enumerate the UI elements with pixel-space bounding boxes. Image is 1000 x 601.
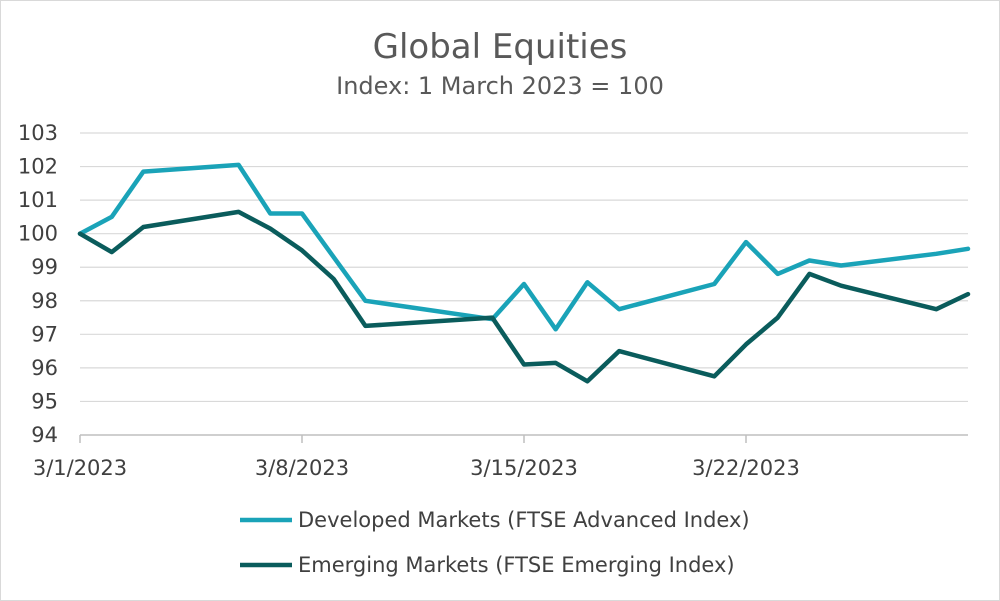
y-axis: 94 95 96 97 98 99 100 101 102 103 (18, 121, 58, 447)
legend-label: Developed Markets (FTSE Advanced Index) (298, 508, 750, 532)
y-tick-label: 99 (31, 255, 58, 279)
x-tick-label: 3/1/2023 (33, 456, 127, 480)
y-tick-label: 96 (31, 356, 58, 380)
series-line-developed-markets (77, 162, 971, 332)
legend: Developed Markets (FTSE Advanced Index) E… (240, 508, 750, 577)
x-tick-label: 3/8/2023 (255, 456, 349, 480)
x-axis: 3/1/2023 3/8/2023 3/15/2023 3/22/2023 (33, 434, 968, 480)
legend-label: Emerging Markets (FTSE Emerging Index) (298, 553, 735, 577)
y-tick-label: 98 (31, 289, 58, 313)
plot-area (77, 162, 971, 384)
y-tick-label: 101 (18, 188, 58, 212)
y-tick-label: 97 (31, 322, 58, 346)
series-line-emerging-markets (77, 209, 971, 384)
y-tick-label: 103 (18, 121, 58, 145)
y-tick-label: 95 (31, 389, 58, 413)
gridlines (80, 132, 968, 403)
x-tick-label: 3/15/2023 (470, 456, 578, 480)
y-tick-label: 102 (18, 155, 58, 179)
y-tick-label: 94 (31, 423, 58, 447)
x-tick-label: 3/22/2023 (692, 456, 800, 480)
chart-title: Global Equities (373, 27, 628, 67)
chart-subtitle: Index: 1 March 2023 = 100 (336, 72, 664, 100)
y-tick-label: 100 (18, 222, 58, 246)
